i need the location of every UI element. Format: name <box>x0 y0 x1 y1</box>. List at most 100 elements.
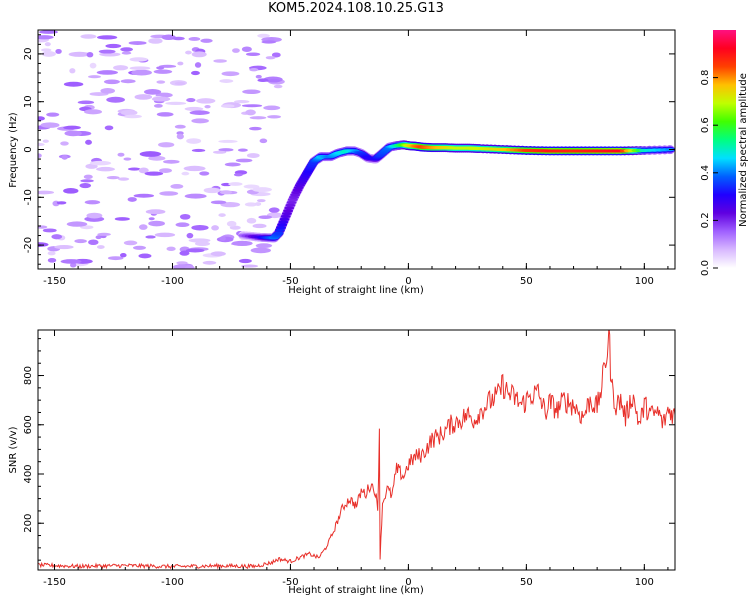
noise-speckle <box>224 162 241 167</box>
noise-speckle <box>63 125 81 130</box>
ridge-cell <box>291 190 302 195</box>
noise-speckle <box>268 207 280 213</box>
spectrogram-x-tick-label: 50 <box>520 276 533 287</box>
noise-speckle <box>259 138 268 144</box>
snr-y-ticks: 200 400 600 800 <box>23 338 675 561</box>
ridge-cell <box>287 198 298 202</box>
spectrogram-y-tick-label: -10 <box>23 189 34 205</box>
ridge-cell <box>276 225 287 230</box>
noise-speckle <box>191 51 207 58</box>
ridge-cell <box>273 231 284 235</box>
noise-speckle <box>114 217 130 221</box>
noise-speckle <box>268 78 281 83</box>
noise-speckle <box>97 245 105 249</box>
colorbar-tick-label: 0.2 <box>700 212 711 228</box>
noise-speckle <box>89 160 112 166</box>
noise-speckle <box>121 51 132 55</box>
snr-x-ticks: -150 -100 -50 0 50 100 <box>43 330 669 588</box>
noise-speckle <box>188 238 211 243</box>
noise-speckle <box>191 224 209 231</box>
noise-speckle <box>69 68 76 74</box>
noise-speckle <box>273 84 283 89</box>
colorbar-tick-label: 0.8 <box>700 70 711 86</box>
noise-speckle <box>40 122 60 128</box>
noise-speckle <box>88 75 101 79</box>
noise-speckle <box>80 225 94 230</box>
noise-speckle <box>174 81 186 86</box>
noise-speckle <box>254 202 262 206</box>
noise-speckle <box>106 96 125 103</box>
noise-speckle <box>44 42 51 47</box>
noise-speckle <box>42 228 57 233</box>
noise-speckle <box>176 261 188 265</box>
snr-y-tick-label: 200 <box>23 514 34 533</box>
noise-speckle <box>184 193 207 199</box>
noise-speckle <box>241 104 263 108</box>
noise-speckle <box>255 243 273 249</box>
noise-speckle <box>252 187 272 193</box>
noise-speckle <box>98 49 116 54</box>
colorbar-tick-label: 0.0 <box>700 260 711 276</box>
colorbar-ticks: 0.0 0.2 0.4 0.6 0.8 <box>700 70 718 276</box>
noise-speckle <box>96 70 118 75</box>
noise-speckle <box>38 153 42 158</box>
noise-speckle <box>95 235 102 240</box>
spectrogram-y-tick-label: 0 <box>23 146 34 152</box>
noise-speckle <box>120 47 133 52</box>
noise-speckle <box>188 36 201 41</box>
noise-speckle <box>70 262 77 268</box>
noise-speckle <box>85 139 92 145</box>
noise-speckle <box>138 167 149 174</box>
noise-speckle <box>153 103 163 108</box>
noise-speckle <box>54 244 74 250</box>
noise-speckle <box>219 79 234 83</box>
spectrogram-y-tick-label: -20 <box>23 237 34 253</box>
noise-speckle <box>234 100 250 104</box>
noise-speckle <box>144 171 164 176</box>
noise-speckle <box>60 141 69 146</box>
noise-speckle <box>185 248 205 253</box>
noise-speckle <box>128 41 147 45</box>
noise-speckle <box>127 197 137 202</box>
noise-speckle <box>156 80 166 84</box>
noise-speckle <box>203 187 221 194</box>
noise-speckle <box>255 74 262 79</box>
ridge-cell <box>280 214 291 219</box>
noise-speckle <box>235 158 253 163</box>
snr-y-tick-label: 800 <box>23 366 34 385</box>
noise-speckle <box>185 50 192 55</box>
noise-speckle <box>263 105 281 111</box>
noise-speckle <box>220 201 241 208</box>
noise-speckle <box>148 217 155 221</box>
noise-speckle <box>261 40 277 44</box>
ridge-cell <box>281 212 292 216</box>
noise-speckle <box>85 163 98 169</box>
noise-speckle <box>199 171 210 176</box>
ridge-cell <box>293 186 304 190</box>
noise-speckle <box>241 46 252 52</box>
spectrogram-x-ticks: -150 -100 -50 0 50 100 <box>43 30 669 287</box>
noise-speckle <box>64 130 82 137</box>
noise-speckle <box>218 139 238 143</box>
noise-speckle <box>233 173 243 177</box>
noise-speckle <box>100 88 116 94</box>
ridge-cell <box>283 209 294 213</box>
noise-speckle <box>120 109 138 116</box>
noise-speckle <box>123 114 142 119</box>
noise-speckle <box>189 110 210 115</box>
ridge-cell <box>274 228 285 232</box>
snr-y-tick-label: 600 <box>23 415 34 434</box>
ridge-cell <box>292 188 303 192</box>
noise-speckle <box>210 251 226 257</box>
noise-speckle <box>184 106 204 111</box>
noise-speckle <box>74 239 87 244</box>
noise-speckle <box>41 48 52 52</box>
noise-speckle <box>231 240 253 247</box>
colorbar-tick-label: 0.4 <box>700 165 711 181</box>
ridge-cell <box>290 193 301 197</box>
noise-speckle <box>80 179 94 183</box>
noise-speckle <box>97 232 111 236</box>
snr-x-tick-label: 50 <box>520 577 533 588</box>
spectrogram-x-tick-label: -150 <box>43 276 66 287</box>
noise-speckle <box>139 151 162 157</box>
